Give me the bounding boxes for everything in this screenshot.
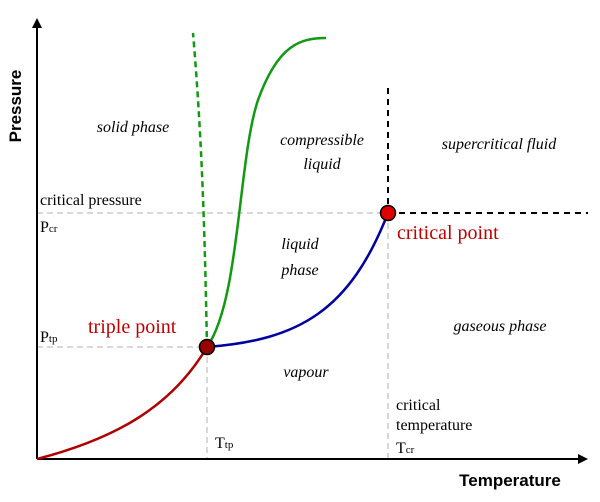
marker-label: Ttp	[215, 435, 234, 452]
triple-point-label: triple point	[88, 316, 177, 338]
region-label: compressible	[280, 132, 364, 149]
region-label: solid phase	[97, 119, 169, 136]
sublimation-curve	[36, 346, 209, 461]
guides	[37, 212, 389, 459]
symbol: T	[215, 435, 225, 452]
region-label: liquid	[281, 236, 319, 253]
melting-curve-anomalous	[191, 32, 209, 348]
marker-label: Pcr	[40, 219, 58, 236]
critical-point	[379, 204, 397, 222]
subscript: cr	[49, 223, 58, 235]
marker-label: Ptp	[40, 329, 58, 346]
marker-label: critical	[396, 397, 441, 414]
critical-point-label: critical point	[397, 222, 499, 244]
x-axis-label: Temperature	[459, 471, 561, 490]
symbol: T	[396, 440, 406, 457]
melting-curve	[205, 36, 327, 348]
supercritical-boundary	[387, 88, 588, 214]
region-label: supercritical fluid	[442, 136, 558, 153]
region-label: liquid	[303, 156, 341, 173]
marker-label: critical pressure	[40, 192, 142, 209]
vaporization-curve	[206, 212, 390, 349]
marker-label: temperature	[396, 417, 472, 434]
marker-label: Tcr	[396, 440, 415, 457]
region-label: phase	[280, 262, 318, 279]
region-label: gaseous phase	[454, 318, 547, 335]
subscript: tp	[49, 333, 58, 345]
subscript: cr	[406, 444, 415, 456]
symbol: P	[40, 329, 49, 346]
triple-point	[198, 338, 216, 356]
subscript: tp	[225, 439, 234, 451]
symbol: P	[40, 219, 49, 236]
region-label: vapour	[283, 364, 329, 381]
y-axis-label: Pressure	[6, 70, 25, 143]
